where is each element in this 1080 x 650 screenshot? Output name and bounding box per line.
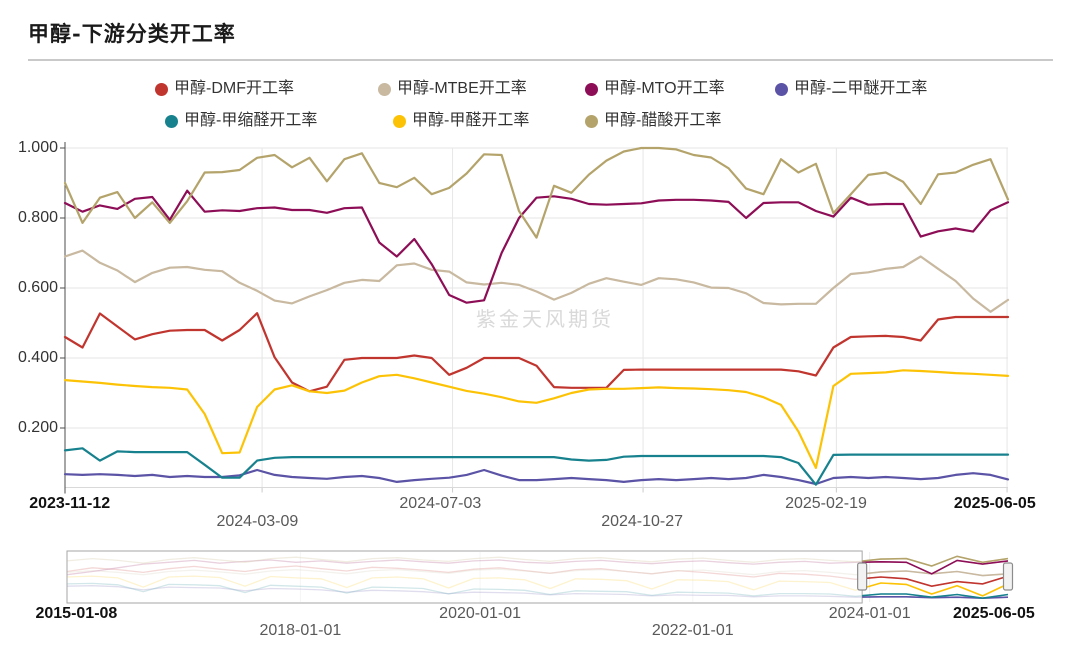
datazoom-right-handle[interactable] xyxy=(1002,562,1014,591)
series-line[interactable] xyxy=(63,189,1010,304)
legend-marker-icon xyxy=(155,82,168,96)
legend-marker-icon xyxy=(585,82,598,96)
legend-marker-icon xyxy=(585,114,598,128)
x-axis-tick-label: 2025-06-05 xyxy=(953,495,1036,512)
y-axis-tick-label: 1.000 xyxy=(17,139,58,156)
legend-label: 甲醇-甲醛开工率 xyxy=(412,112,530,129)
datazoom-series-faded xyxy=(66,575,1009,597)
x-axis-tick-label: 2018-01-01 xyxy=(259,622,342,639)
datazoom-series-faded xyxy=(66,559,1009,576)
y-axis-tick-label: 0.400 xyxy=(17,349,58,366)
series-line[interactable] xyxy=(63,369,1010,469)
legend-item[interactable]: 甲醇-MTO开工率 xyxy=(585,80,725,98)
legend-marker-icon xyxy=(775,82,788,96)
x-axis-tick-label: 2020-01-01 xyxy=(439,605,522,622)
legend-label: 甲醇-MTO开工率 xyxy=(604,80,725,97)
x-axis-tick-label: 2025-02-19 xyxy=(785,495,867,512)
datazoom-series-faded xyxy=(66,585,1009,599)
datazoom-series-faded xyxy=(66,582,1009,599)
datazoom-series-faded xyxy=(66,568,1009,577)
datazoom-series-faded xyxy=(66,555,1009,567)
series-line[interactable] xyxy=(63,312,1010,393)
legend-item[interactable]: 甲醇-MTBE开工率 xyxy=(378,80,527,98)
datazoom-background[interactable] xyxy=(66,550,863,604)
legend-label: 甲醇-MTBE开工率 xyxy=(397,80,527,97)
title-divider xyxy=(28,59,1053,61)
x-axis-tick-label: 2015-01-08 xyxy=(35,605,118,622)
legend-item[interactable]: 甲醇-二甲醚开工率 xyxy=(775,80,927,98)
x-axis-tick-label: 2025-06-05 xyxy=(952,605,1035,622)
legend-row: 甲醇-甲缩醛开工率 甲醇-甲醛开工率 甲醇-醋酸开工率 xyxy=(0,112,1080,130)
legend-label: 甲醇-DMF开工率 xyxy=(174,80,294,97)
legend-item[interactable]: 甲醇-甲醛开工率 xyxy=(393,112,529,130)
datazoom-series-faded xyxy=(66,565,1009,587)
x-axis-tick-label: 2024-07-03 xyxy=(399,495,482,512)
legend-label: 甲醇-醋酸开工率 xyxy=(604,112,722,129)
x-axis-tick-label: 2022-01-01 xyxy=(651,622,734,639)
legend-row: 甲醇-DMF开工率 甲醇-MTBE开工率 甲醇-MTO开工率 甲醇-二甲醚开工率 xyxy=(0,80,1080,98)
series-line[interactable] xyxy=(63,146,1010,239)
datazoom-left-handle[interactable] xyxy=(857,562,868,591)
legend-item[interactable]: 甲醇-甲缩醛开工率 xyxy=(165,112,317,130)
legend-item[interactable]: 甲醇-醋酸开工率 xyxy=(585,112,721,130)
x-axis-tick-label: 2023-11-12 xyxy=(29,495,111,512)
y-axis-tick-label: 0.800 xyxy=(17,209,58,226)
legend-marker-icon xyxy=(393,114,406,128)
series-line[interactable] xyxy=(63,249,1010,313)
x-axis-tick-label: 2024-10-27 xyxy=(601,513,684,530)
legend-item[interactable]: 甲醇-DMF开工率 xyxy=(155,80,294,98)
series-line[interactable] xyxy=(63,447,1010,486)
x-axis-tick-label: 2024-01-01 xyxy=(828,605,911,622)
legend-label: 甲醇-甲缩醛开工率 xyxy=(184,112,318,129)
legend-marker-icon xyxy=(165,114,178,128)
legend-marker-icon xyxy=(378,82,391,96)
y-axis-tick-label: 0.200 xyxy=(17,419,58,436)
y-axis-tick-label: 0.600 xyxy=(17,279,58,296)
page-title: 甲醇-下游分类开工率 xyxy=(28,21,236,46)
legend-label: 甲醇-二甲醚开工率 xyxy=(794,80,928,97)
series-line[interactable] xyxy=(63,468,1010,486)
x-axis-tick-label: 2024-03-09 xyxy=(216,513,299,530)
